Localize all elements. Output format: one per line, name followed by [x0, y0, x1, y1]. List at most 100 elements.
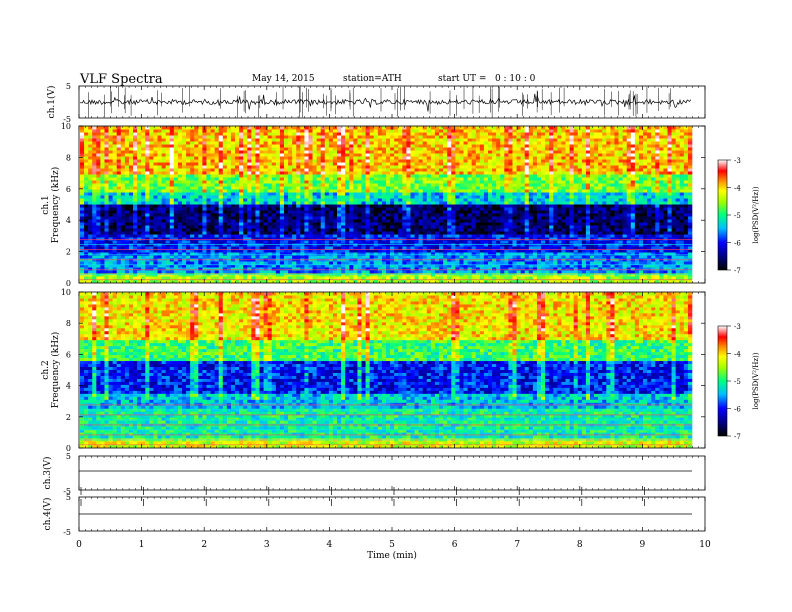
spectrogram-cell — [418, 198, 424, 202]
spectrogram-cell — [316, 225, 322, 229]
spectrogram-cell — [112, 270, 118, 274]
spectrogram-cell — [337, 141, 342, 145]
spectrogram-cell — [116, 198, 122, 202]
spectrogram-cell — [439, 129, 444, 133]
spectrogram-cell — [271, 255, 277, 259]
spectrogram-cell — [153, 165, 158, 169]
spectrogram-cell — [133, 147, 138, 151]
spectrogram-cell — [80, 153, 85, 157]
spectrogram-cell — [251, 228, 256, 232]
spectrogram-cell — [226, 165, 232, 169]
spectrogram-cell — [239, 141, 244, 145]
spectrogram-cell — [169, 258, 175, 262]
spectrogram-cell — [88, 249, 93, 253]
spectrogram-cell — [341, 198, 346, 202]
spectrogram-cell — [255, 204, 260, 208]
spectrogram-cell — [218, 183, 224, 187]
spectrogram-cell — [377, 261, 383, 265]
spectrogram-cell — [349, 162, 354, 166]
spectrogram-cell — [108, 189, 113, 193]
spectrogram-cell — [271, 159, 277, 163]
spectrogram-cell — [271, 126, 277, 130]
spectrogram-cell — [173, 270, 179, 274]
spectrogram-cell — [434, 243, 440, 247]
spectrogram-cell — [316, 261, 322, 265]
spectrogram-cell — [369, 246, 375, 250]
spectrogram-cell — [239, 201, 244, 205]
spectrogram-cell — [341, 246, 346, 250]
spectrogram-cell — [96, 162, 101, 166]
spectrogram-cell — [459, 279, 464, 283]
spectrogram-cell — [361, 186, 366, 190]
spectrogram-cell — [324, 243, 330, 247]
spectrogram-cell — [406, 183, 411, 187]
spectrogram-cell — [312, 207, 317, 211]
spectrogram-cell — [300, 222, 305, 226]
spectrogram-cell — [381, 189, 387, 193]
spectrogram-cell — [308, 216, 313, 220]
spectrogram-cell — [141, 258, 146, 262]
spectrogram-cell — [316, 201, 322, 205]
spectrogram-cell — [230, 159, 236, 163]
spectrogram-cell — [133, 138, 138, 142]
spectrogram-cell — [271, 180, 277, 184]
spectrogram-cell — [459, 192, 464, 196]
spectrogram-cell — [157, 204, 162, 208]
spectrogram-cell — [459, 276, 464, 280]
spectrogram-cell — [108, 276, 113, 280]
spectrogram-cell — [145, 162, 150, 166]
spectrogram-cell — [124, 204, 130, 208]
spectrogram-cell — [345, 264, 350, 268]
spectrogram-cell — [284, 270, 289, 274]
spectrogram-cell — [394, 189, 399, 193]
spectrogram-cell — [279, 231, 285, 235]
spectrogram-cell — [410, 159, 415, 163]
spectrogram-cell — [296, 141, 301, 145]
spectrogram-cell — [157, 258, 162, 262]
spectrogram-cell — [377, 273, 383, 277]
spectrogram-cell — [251, 144, 256, 148]
spectrogram-cell — [80, 252, 85, 256]
spectrogram-cell — [381, 216, 387, 220]
spectrogram-cell — [239, 255, 244, 259]
spectrogram-cell — [210, 243, 215, 247]
spectrogram-cell — [153, 213, 158, 217]
spectrogram-cell — [194, 276, 199, 280]
spectrogram-cell — [447, 189, 452, 193]
spectrogram-cell — [381, 234, 387, 238]
spectrogram-cell — [402, 192, 407, 196]
spectrogram-cell — [455, 186, 460, 190]
spectrogram-cell — [202, 198, 207, 202]
spectrogram-cell — [190, 171, 195, 175]
spectrogram-cell — [206, 135, 211, 139]
spectrogram-cell — [284, 189, 289, 193]
spectrogram-cell — [398, 189, 403, 193]
spectrogram-cell — [292, 207, 297, 211]
spectrogram-cell — [100, 192, 105, 196]
spectrogram-cell — [116, 219, 122, 223]
spectrogram-cell — [369, 171, 375, 175]
spectrogram-cell — [243, 267, 248, 271]
spectrogram-cell — [373, 234, 379, 238]
spectrogram-cell — [418, 138, 424, 142]
spectrogram-cell — [251, 138, 256, 142]
spectrogram-cell — [137, 234, 142, 238]
spectrogram-cell — [455, 141, 460, 145]
spectrogram-cell — [271, 276, 277, 280]
spectrogram-cell — [230, 165, 236, 169]
spectrogram-cell — [459, 195, 464, 199]
spectrogram-cell — [300, 162, 305, 166]
spectrogram-cell — [394, 261, 399, 265]
spectrogram-cell — [324, 168, 330, 172]
spectrogram-cell — [369, 273, 375, 277]
spectrogram-cell — [381, 153, 387, 157]
spectrogram-cell — [124, 240, 130, 244]
spectrogram-cell — [255, 210, 260, 214]
spectrogram-cell — [190, 243, 195, 247]
spectrogram-cell — [235, 180, 240, 184]
spectrogram-cell — [177, 240, 183, 244]
spectrogram-cell — [88, 240, 93, 244]
spectrogram-cell — [263, 144, 268, 148]
spectrogram-cell — [271, 279, 277, 283]
spectrogram-cell — [361, 168, 366, 172]
